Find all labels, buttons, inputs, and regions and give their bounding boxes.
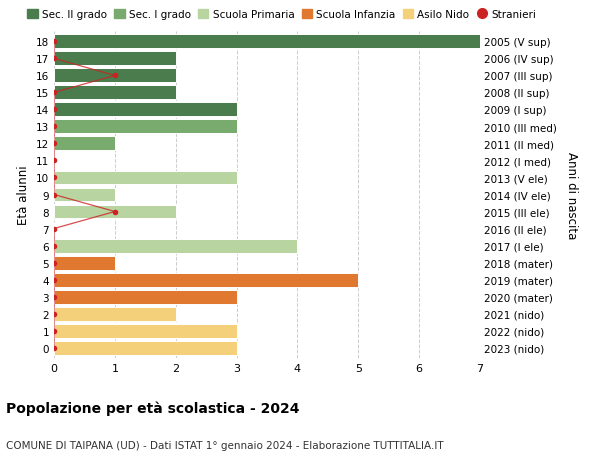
Point bbox=[49, 174, 59, 182]
Point bbox=[110, 208, 119, 216]
Bar bbox=[54, 86, 176, 100]
Point bbox=[49, 106, 59, 114]
Bar bbox=[54, 137, 115, 151]
Legend: Sec. II grado, Sec. I grado, Scuola Primaria, Scuola Infanzia, Asilo Nido, Stran: Sec. II grado, Sec. I grado, Scuola Prim… bbox=[25, 8, 538, 22]
Y-axis label: Anni di nascita: Anni di nascita bbox=[565, 151, 578, 239]
Point bbox=[49, 191, 59, 199]
Text: Popolazione per età scolastica - 2024: Popolazione per età scolastica - 2024 bbox=[6, 401, 299, 415]
Bar bbox=[54, 273, 358, 287]
Bar bbox=[54, 324, 236, 338]
Bar bbox=[54, 35, 480, 49]
Point bbox=[49, 140, 59, 148]
Y-axis label: Età alunni: Età alunni bbox=[17, 165, 31, 225]
Point bbox=[49, 56, 59, 63]
Bar bbox=[54, 290, 236, 304]
Bar bbox=[54, 239, 298, 253]
Point bbox=[49, 293, 59, 301]
Bar bbox=[54, 52, 176, 66]
Point bbox=[49, 225, 59, 233]
Point bbox=[49, 259, 59, 267]
Point bbox=[49, 310, 59, 318]
Point bbox=[110, 73, 119, 80]
Point bbox=[49, 344, 59, 352]
Point bbox=[49, 90, 59, 97]
Text: COMUNE DI TAIPANA (UD) - Dati ISTAT 1° gennaio 2024 - Elaborazione TUTTITALIA.IT: COMUNE DI TAIPANA (UD) - Dati ISTAT 1° g… bbox=[6, 440, 443, 450]
Bar bbox=[54, 256, 115, 270]
Bar bbox=[54, 69, 176, 83]
Bar bbox=[54, 341, 236, 355]
Point bbox=[49, 157, 59, 165]
Point bbox=[49, 39, 59, 46]
Bar bbox=[54, 171, 236, 185]
Point bbox=[49, 327, 59, 335]
Point bbox=[49, 123, 59, 131]
Bar bbox=[54, 307, 176, 321]
Bar bbox=[54, 120, 236, 134]
Bar bbox=[54, 188, 115, 202]
Bar bbox=[54, 205, 176, 219]
Bar bbox=[54, 103, 236, 117]
Point bbox=[49, 242, 59, 250]
Point bbox=[49, 276, 59, 284]
